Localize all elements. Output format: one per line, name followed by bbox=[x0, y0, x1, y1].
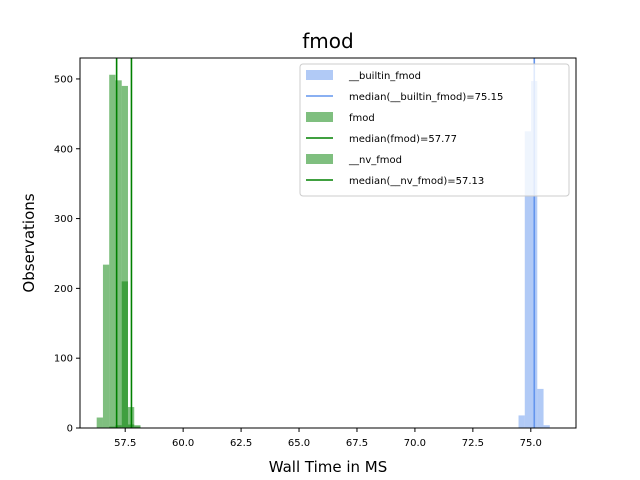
x-tick-label: 75.0 bbox=[520, 438, 542, 449]
histogram-bar bbox=[121, 85, 128, 429]
legend-swatch bbox=[306, 112, 333, 122]
histogram-bar bbox=[96, 417, 103, 428]
chart-title: fmod bbox=[302, 29, 353, 53]
x-tick-label: 60.0 bbox=[172, 438, 194, 449]
x-axis: 57.5 60.0 62.5 65.0 67.5 70.0 72.5 75.0 bbox=[114, 428, 542, 449]
legend-swatch bbox=[306, 154, 333, 164]
x-tick-label: 57.5 bbox=[114, 438, 136, 449]
y-tick-label: 300 bbox=[54, 214, 73, 225]
x-tick-label: 67.5 bbox=[346, 438, 368, 449]
histogram-bar bbox=[537, 388, 544, 428]
legend-label: median(__builtin_fmod)=75.15 bbox=[349, 92, 503, 103]
x-tick-label: 62.5 bbox=[230, 438, 252, 449]
legend-label: __nv_fmod bbox=[348, 155, 402, 166]
plot-frame bbox=[79, 57, 577, 429]
legend-label: median(fmod)=57.77 bbox=[349, 134, 457, 145]
legend-swatch bbox=[306, 70, 333, 80]
y-tick-label: 200 bbox=[54, 284, 73, 295]
histogram-bar bbox=[524, 131, 532, 429]
legend: __builtin_fmod median(__builtin_fmod)=75.… bbox=[299, 63, 570, 197]
histogram-bar bbox=[121, 281, 128, 428]
x-tick-label: 72.5 bbox=[462, 438, 484, 449]
plot-area bbox=[79, 57, 577, 429]
x-tick-label: 70.0 bbox=[404, 438, 426, 449]
x-tick-label: 65.0 bbox=[288, 438, 310, 449]
histogram-bar bbox=[115, 80, 122, 428]
y-axis-label: Observations bbox=[20, 193, 38, 292]
x-axis-label: Wall Time in MS bbox=[269, 458, 388, 476]
y-axis: 0 100 200 300 400 500 bbox=[54, 74, 80, 435]
legend-label: __builtin_fmod bbox=[348, 71, 421, 82]
legend-label: median(__nv_fmod)=57.13 bbox=[349, 176, 484, 187]
histogram-bar bbox=[109, 426, 116, 428]
histogram-bar bbox=[134, 425, 141, 428]
y-tick-label: 100 bbox=[54, 354, 73, 365]
histogram-bar bbox=[543, 425, 550, 428]
histogram-bar bbox=[518, 415, 525, 428]
y-tick-label: 500 bbox=[54, 74, 73, 85]
legend-label: fmod bbox=[349, 113, 375, 124]
histogram-bar bbox=[115, 425, 122, 428]
y-tick-label: 0 bbox=[67, 424, 73, 435]
histogram-bar bbox=[109, 74, 116, 428]
legend-box bbox=[299, 63, 570, 197]
y-tick-label: 400 bbox=[54, 144, 73, 155]
histogram-bar bbox=[102, 264, 110, 428]
